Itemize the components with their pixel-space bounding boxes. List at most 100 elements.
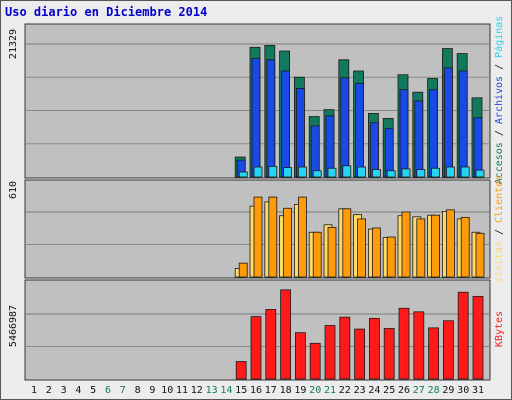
side-label-middle: Visitas / Clientes bbox=[494, 175, 505, 283]
bar-kbytes-day-24 bbox=[368, 317, 380, 380]
side-label-top-segment: Accesos bbox=[494, 142, 505, 184]
bar-archivos-day-18 bbox=[281, 70, 291, 178]
bar-pginas-day-23 bbox=[357, 166, 367, 178]
bar-pginas-day-28 bbox=[431, 167, 441, 178]
x-tick-label-day-23: 23 bbox=[354, 385, 366, 396]
side-label-top-segment: Archivos bbox=[494, 76, 505, 124]
panel-bottom-max-label: 5466987 bbox=[8, 305, 19, 347]
x-tick-label-day-16: 16 bbox=[250, 385, 262, 396]
bar-clientes-day-15 bbox=[238, 262, 248, 278]
x-tick-label-day-7: 7 bbox=[120, 385, 126, 396]
bar-clientes-day-18 bbox=[283, 207, 293, 278]
bar-clientes-day-20 bbox=[312, 231, 322, 278]
side-label-bottom: KBytes bbox=[494, 311, 505, 347]
bar-kbytes-day-31 bbox=[472, 295, 484, 380]
x-tick-label-day-21: 21 bbox=[324, 385, 336, 396]
bar-archivos-day-17 bbox=[266, 59, 276, 178]
x-tick-label-day-18: 18 bbox=[280, 385, 292, 396]
x-tick-label-day-5: 5 bbox=[90, 385, 96, 396]
bar-archivos-day-28 bbox=[429, 89, 439, 178]
bar-archivos-day-23 bbox=[355, 83, 365, 178]
bar-kbytes-day-20 bbox=[309, 342, 321, 380]
bar-kbytes-day-18 bbox=[280, 289, 292, 380]
x-tick-label-day-2: 2 bbox=[46, 385, 52, 396]
bar-kbytes-day-19 bbox=[294, 332, 306, 380]
bar-archivos-day-25 bbox=[384, 127, 394, 178]
x-tick-label-day-3: 3 bbox=[61, 385, 67, 396]
bar-archivos-day-21 bbox=[325, 115, 335, 178]
x-tick-label-day-30: 30 bbox=[457, 385, 469, 396]
bar-clientes-day-16 bbox=[253, 196, 263, 278]
bar-archivos-day-24 bbox=[369, 122, 379, 178]
bar-pginas-day-16 bbox=[253, 166, 263, 178]
bar-clientes-day-25 bbox=[386, 236, 396, 278]
x-tick-label-day-10: 10 bbox=[161, 385, 173, 396]
side-label-top-segment: / bbox=[494, 58, 505, 76]
side-label-top: Accesos / Archivos / Páginas bbox=[493, 16, 505, 185]
bar-pginas-day-18 bbox=[283, 167, 293, 178]
x-tick-label-day-31: 31 bbox=[472, 385, 484, 396]
bar-archivos-day-31 bbox=[473, 117, 483, 178]
bar-archivos-day-27 bbox=[414, 100, 424, 178]
x-tick-label-day-19: 19 bbox=[294, 385, 306, 396]
side-label-bottom-segment: KBytes bbox=[494, 311, 505, 347]
bar-archivos-day-26 bbox=[399, 89, 409, 178]
bar-clientes-day-23 bbox=[357, 218, 367, 278]
bar-clientes-day-28 bbox=[431, 214, 441, 278]
bar-kbytes-day-16 bbox=[250, 316, 262, 380]
side-label-middle-segment: Visitas bbox=[494, 241, 505, 283]
side-label-top-segment: / bbox=[494, 124, 505, 142]
bar-kbytes-day-26 bbox=[398, 307, 410, 380]
bar-pginas-day-21 bbox=[327, 167, 337, 178]
bar-pginas-day-27 bbox=[416, 169, 426, 178]
bar-archivos-day-20 bbox=[310, 125, 320, 178]
bar-clientes-day-29 bbox=[445, 209, 455, 278]
x-tick-label-day-22: 22 bbox=[339, 385, 351, 396]
x-tick-label-day-17: 17 bbox=[265, 385, 277, 396]
bar-clientes-day-22 bbox=[342, 208, 352, 278]
bar-kbytes-day-28 bbox=[428, 327, 440, 380]
bar-kbytes-day-30 bbox=[457, 291, 469, 380]
panel-top-max-label: 21329 bbox=[8, 29, 19, 59]
x-tick-label-day-13: 13 bbox=[206, 385, 218, 396]
bar-pginas-day-22 bbox=[342, 165, 352, 178]
bar-archivos-day-16 bbox=[251, 58, 261, 178]
x-tick-label-day-20: 20 bbox=[309, 385, 321, 396]
bar-pginas-day-31 bbox=[475, 169, 485, 178]
bar-kbytes-day-25 bbox=[383, 328, 395, 380]
bar-kbytes-day-17 bbox=[265, 309, 277, 380]
bar-clientes-day-19 bbox=[297, 196, 307, 278]
bar-kbytes-day-15 bbox=[235, 361, 247, 380]
bar-clientes-day-30 bbox=[460, 216, 470, 278]
bar-clientes-day-31 bbox=[475, 232, 485, 278]
bar-clientes-day-26 bbox=[401, 211, 411, 278]
bar-pginas-day-26 bbox=[401, 168, 411, 178]
bar-kbytes-day-21 bbox=[324, 325, 336, 380]
bar-kbytes-day-27 bbox=[413, 311, 425, 380]
x-tick-label-day-8: 8 bbox=[135, 385, 141, 396]
x-tick-label-day-28: 28 bbox=[428, 385, 440, 396]
x-tick-label-day-6: 6 bbox=[105, 385, 111, 396]
bar-archivos-day-19 bbox=[295, 88, 305, 178]
x-tick-label-day-27: 27 bbox=[413, 385, 425, 396]
bar-clientes-day-24 bbox=[371, 227, 381, 278]
bar-pginas-day-20 bbox=[312, 170, 322, 178]
bar-kbytes-day-23 bbox=[354, 328, 366, 380]
x-tick-label-day-26: 26 bbox=[398, 385, 410, 396]
bar-pginas-day-29 bbox=[445, 166, 455, 178]
x-tick-label-day-15: 15 bbox=[235, 385, 247, 396]
bar-pginas-day-17 bbox=[268, 165, 278, 178]
side-label-top-segment: Páginas bbox=[493, 16, 505, 58]
bar-pginas-day-15 bbox=[238, 171, 248, 178]
bar-clientes-day-17 bbox=[268, 196, 278, 278]
bar-kbytes-day-29 bbox=[442, 320, 454, 380]
x-tick-label-day-9: 9 bbox=[149, 385, 155, 396]
x-tick-label-day-24: 24 bbox=[368, 385, 380, 396]
bar-pginas-day-30 bbox=[460, 166, 470, 178]
x-tick-label-day-11: 11 bbox=[176, 385, 188, 396]
bar-pginas-day-25 bbox=[386, 170, 396, 178]
bar-archivos-day-29 bbox=[443, 67, 453, 178]
bar-archivos-day-30 bbox=[458, 70, 468, 178]
bar-kbytes-day-22 bbox=[339, 316, 351, 380]
